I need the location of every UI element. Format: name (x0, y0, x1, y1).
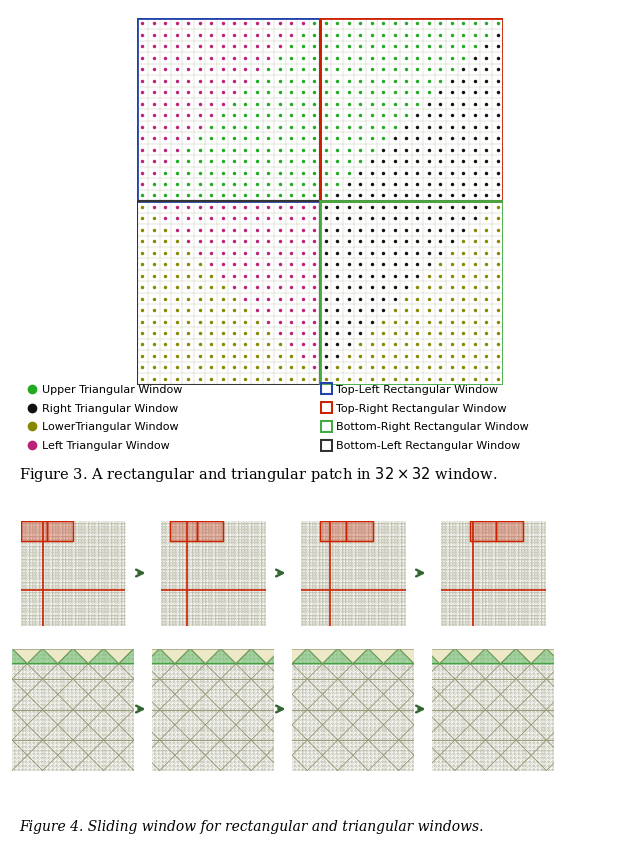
Bar (136, 202, 320, 385)
Polygon shape (0, 648, 12, 664)
Text: Upper Triangular Window: Upper Triangular Window (42, 384, 182, 394)
Polygon shape (58, 648, 88, 664)
Bar (321, 440, 332, 451)
Polygon shape (205, 648, 236, 664)
Bar (346, 521, 372, 541)
Polygon shape (485, 648, 516, 664)
Polygon shape (368, 648, 399, 664)
Bar (47, 521, 73, 541)
Text: Top-Right Rectangular Window: Top-Right Rectangular Window (336, 403, 507, 413)
Polygon shape (190, 648, 221, 664)
Bar (196, 521, 223, 541)
Bar (320, 19, 504, 202)
Bar (170, 521, 196, 541)
Text: Figure 3. A rectangular and triangular patch in $32 \times 32$ window.: Figure 3. A rectangular and triangular p… (19, 464, 497, 483)
Polygon shape (159, 648, 190, 664)
Text: Left Triangular Window: Left Triangular Window (42, 440, 170, 451)
Polygon shape (175, 648, 205, 664)
Polygon shape (266, 648, 297, 664)
Polygon shape (145, 648, 175, 664)
Polygon shape (119, 648, 149, 664)
Polygon shape (129, 648, 159, 664)
Text: Right Triangular Window: Right Triangular Window (42, 403, 178, 413)
Bar (346, 521, 372, 541)
Polygon shape (276, 648, 307, 664)
Bar (496, 521, 522, 541)
Polygon shape (292, 648, 323, 664)
Polygon shape (104, 648, 134, 664)
Polygon shape (516, 648, 547, 664)
Bar (321, 403, 332, 413)
Bar (320, 521, 346, 541)
Text: Bottom-Right Rectangular Window: Bottom-Right Rectangular Window (336, 422, 529, 432)
Polygon shape (500, 648, 531, 664)
Bar (470, 521, 496, 541)
Polygon shape (12, 648, 42, 664)
Polygon shape (547, 648, 577, 664)
Polygon shape (307, 648, 338, 664)
Text: LowerTriangular Window: LowerTriangular Window (42, 422, 178, 432)
Bar (321, 384, 332, 394)
Polygon shape (424, 648, 455, 664)
Polygon shape (470, 648, 500, 664)
Bar (136, 19, 320, 202)
Polygon shape (73, 648, 104, 664)
Bar (20, 521, 47, 541)
Polygon shape (134, 648, 164, 664)
Bar (320, 521, 346, 541)
Polygon shape (383, 648, 414, 664)
Polygon shape (251, 648, 282, 664)
Polygon shape (236, 648, 266, 664)
Bar (170, 521, 196, 541)
Bar (47, 521, 73, 541)
Text: Figure 4. Sliding window for rectangular and triangular windows.: Figure 4. Sliding window for rectangular… (19, 820, 484, 833)
Bar (470, 521, 496, 541)
Polygon shape (399, 648, 429, 664)
Polygon shape (414, 648, 445, 664)
Polygon shape (455, 648, 485, 664)
Polygon shape (42, 648, 73, 664)
Polygon shape (28, 648, 58, 664)
Bar (320, 202, 504, 385)
Polygon shape (221, 648, 251, 664)
Bar (321, 422, 332, 432)
Polygon shape (409, 648, 440, 664)
Bar (196, 521, 223, 541)
Text: Bottom-Left Rectangular Window: Bottom-Left Rectangular Window (336, 440, 520, 451)
Polygon shape (338, 648, 368, 664)
Polygon shape (531, 648, 562, 664)
Bar (20, 521, 47, 541)
Bar (496, 521, 522, 541)
Polygon shape (262, 648, 292, 664)
Text: Top-Left Rectangular Window: Top-Left Rectangular Window (336, 384, 498, 394)
Polygon shape (88, 648, 119, 664)
Polygon shape (0, 648, 28, 664)
Polygon shape (323, 648, 353, 664)
Polygon shape (353, 648, 383, 664)
Polygon shape (440, 648, 470, 664)
